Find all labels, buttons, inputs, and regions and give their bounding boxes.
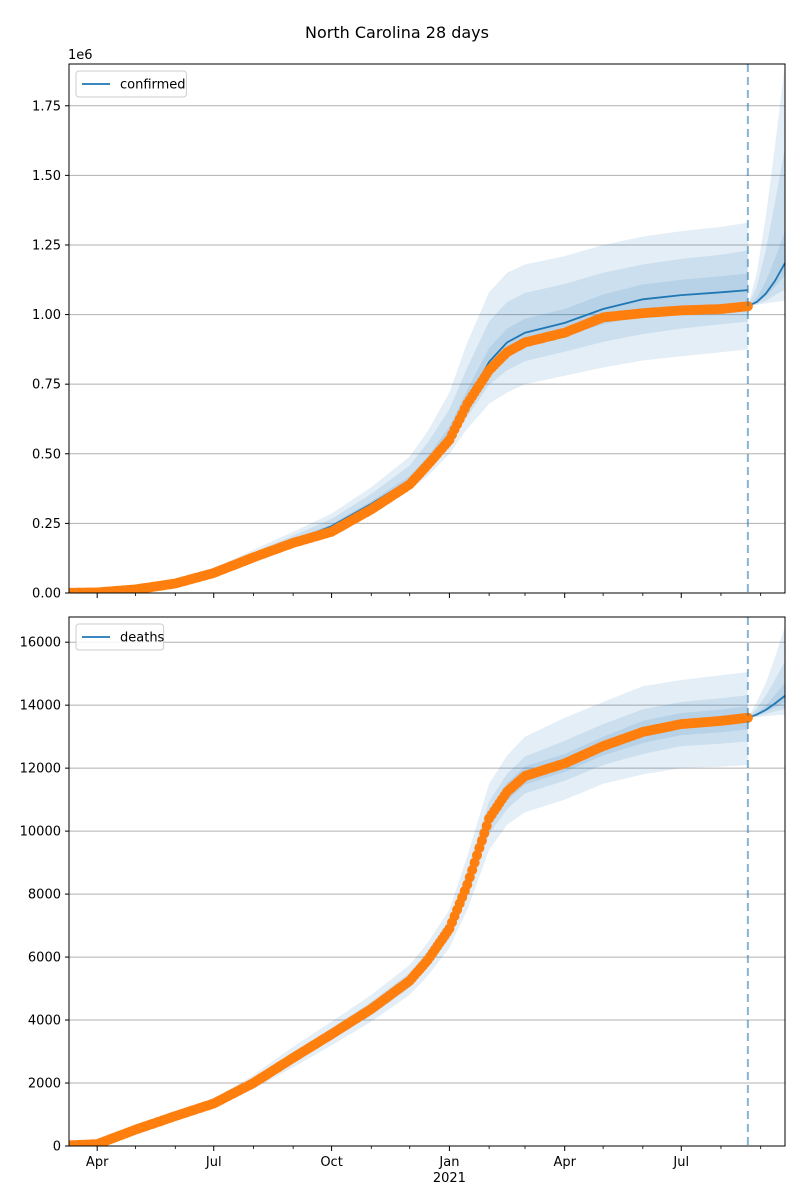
legend-label: deaths (120, 631, 165, 646)
chart-title: North Carolina 28 days (305, 23, 489, 42)
x-tick-label: Oct (320, 1155, 342, 1170)
y-tick-label: 12000 (20, 762, 61, 777)
x-tick-label: Apr (553, 1155, 576, 1170)
confidence-band (69, 250, 748, 593)
legend: confirmed (75, 70, 187, 98)
y-tick-label: 16000 (20, 636, 61, 651)
forecast-line (747, 694, 785, 719)
y-tick-label: 1.50 (32, 169, 61, 184)
y-tick-label: 0.25 (32, 517, 61, 532)
deaths-panel: 0 2000 4000 6000 8000 10000 12000 14000 16000 Apr… (20, 616, 786, 1186)
y-tick-label: 2000 (28, 1077, 61, 1092)
plot-area (69, 64, 785, 593)
confidence-band (69, 222, 748, 593)
model-line (69, 716, 749, 1146)
year-label: 2021 (433, 1171, 466, 1186)
forecast-line (747, 262, 785, 308)
x-tick-label: Jan (438, 1155, 459, 1170)
y-offset-text: 1e6 (68, 48, 93, 63)
x-tick-label: Jul (205, 1155, 222, 1170)
confidence-band (747, 147, 785, 307)
y-tick-label: 0.75 (32, 378, 61, 393)
y-tick-label: 0.50 (32, 447, 61, 462)
x-tick-label: Jul (672, 1155, 689, 1170)
observed-point (742, 712, 753, 723)
confidence-band (69, 695, 748, 1146)
axes-frame (68, 63, 786, 594)
observed-point (742, 301, 753, 312)
y-tick-label: 10000 (20, 825, 61, 840)
y-tick-label: 4000 (28, 1014, 61, 1029)
y-tick-label: 8000 (28, 888, 61, 903)
confidence-band (747, 231, 785, 307)
y-tick-label: 6000 (28, 951, 61, 966)
legend-label: confirmed (120, 78, 186, 93)
y-tick-label: 14000 (20, 699, 61, 714)
legend: deaths (75, 623, 165, 651)
y-tick-label: 0.00 (32, 587, 61, 602)
y-tick-label: 1.75 (32, 99, 61, 114)
y-tick-label: 1.25 (32, 238, 61, 253)
y-tick-label: 0 (53, 1140, 61, 1155)
x-tick-label: Apr (86, 1155, 109, 1170)
confidence-band (747, 626, 785, 718)
legend-box (75, 623, 165, 651)
confidence-band (69, 273, 748, 593)
axes-frame (68, 616, 786, 1147)
confirmed-panel: 0.00 0.25 0.50 0.75 1.00 1.25 1.50 1.75 confirme… (32, 63, 786, 602)
legend-box (75, 70, 187, 98)
plot-area (69, 626, 785, 1146)
confidence-band (69, 672, 748, 1146)
y-tick-label: 1.00 (32, 308, 61, 323)
confidence-band (747, 64, 785, 307)
